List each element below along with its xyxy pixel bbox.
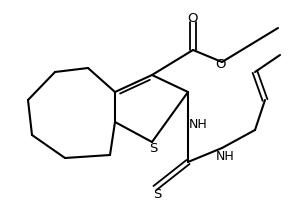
Text: O: O — [215, 57, 225, 71]
Text: O: O — [188, 12, 198, 26]
Text: S: S — [149, 142, 157, 156]
Text: S: S — [153, 188, 161, 202]
Text: NH: NH — [189, 119, 207, 131]
Text: NH: NH — [216, 150, 234, 162]
